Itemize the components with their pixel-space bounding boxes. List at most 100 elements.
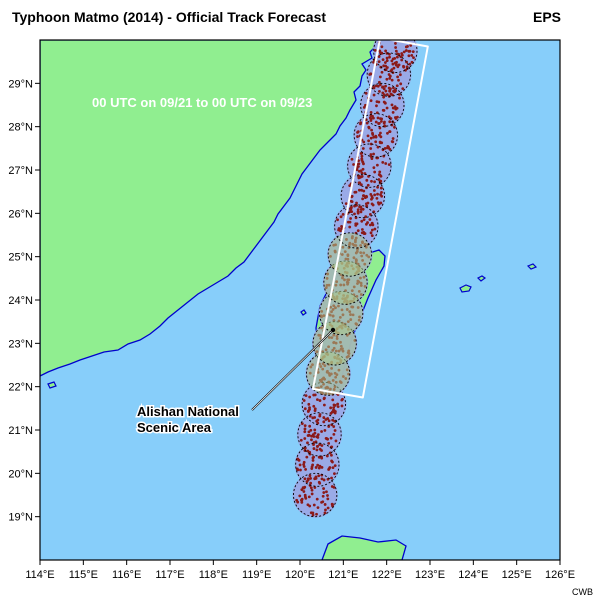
member-dot bbox=[373, 180, 376, 184]
member-dot bbox=[369, 155, 373, 158]
member-dot bbox=[404, 49, 408, 52]
member-dot bbox=[393, 56, 397, 60]
member-dot bbox=[361, 207, 365, 211]
member-dot bbox=[382, 95, 386, 99]
member-dot bbox=[373, 193, 377, 197]
member-dot bbox=[306, 477, 310, 481]
member-dot bbox=[333, 464, 337, 468]
member-dot bbox=[385, 59, 389, 63]
member-dot bbox=[369, 142, 373, 146]
member-dot bbox=[378, 170, 382, 174]
member-dot bbox=[329, 445, 333, 449]
member-dot bbox=[394, 49, 398, 53]
member-dot bbox=[382, 121, 386, 125]
member-dot bbox=[320, 500, 323, 504]
member-dot bbox=[380, 194, 384, 198]
member-dot bbox=[362, 140, 366, 144]
member-dot bbox=[370, 228, 374, 232]
member-dot bbox=[378, 126, 382, 130]
member-dot bbox=[404, 36, 407, 39]
member-dot bbox=[329, 436, 333, 440]
member-dot bbox=[372, 86, 376, 90]
member-dot bbox=[316, 433, 320, 437]
member-dot bbox=[379, 117, 382, 121]
member-dot bbox=[377, 55, 381, 59]
member-dot bbox=[388, 76, 392, 80]
member-dot bbox=[314, 466, 318, 469]
member-dot bbox=[320, 430, 323, 433]
member-dot bbox=[359, 210, 363, 214]
member-dot bbox=[312, 447, 316, 450]
member-dot bbox=[384, 68, 388, 72]
member-dot bbox=[369, 193, 373, 196]
member-dot bbox=[392, 89, 395, 93]
member-dot bbox=[304, 467, 307, 471]
member-dot bbox=[370, 234, 374, 237]
forecast-circle-10 bbox=[340, 173, 385, 219]
member-dot bbox=[313, 486, 317, 489]
map-title: Typhoon Matmo (2014) - Official Track Fo… bbox=[12, 9, 326, 25]
member-dot bbox=[357, 188, 361, 192]
member-dot bbox=[371, 114, 374, 118]
member-dot bbox=[313, 409, 317, 412]
member-dot bbox=[384, 84, 387, 88]
member-dot bbox=[329, 406, 333, 410]
member-dot bbox=[376, 201, 380, 205]
member-dot bbox=[384, 162, 388, 165]
member-dot bbox=[308, 414, 312, 418]
member-dot bbox=[375, 100, 379, 104]
member-dot bbox=[388, 55, 391, 59]
member-dot bbox=[323, 429, 327, 432]
member-dot bbox=[383, 61, 387, 64]
member-dot bbox=[369, 147, 373, 150]
member-dot bbox=[377, 178, 381, 181]
member-dot bbox=[312, 503, 316, 507]
member-dot bbox=[375, 111, 379, 115]
member-dot bbox=[295, 467, 299, 471]
member-dot bbox=[393, 125, 396, 129]
member-dot bbox=[377, 122, 381, 125]
member-dot bbox=[395, 106, 399, 110]
member-dot bbox=[333, 472, 336, 476]
lat-tick-label: 19°N bbox=[8, 512, 33, 524]
member-dot bbox=[323, 396, 326, 400]
member-dot bbox=[340, 227, 344, 231]
member-dot bbox=[306, 449, 310, 453]
member-dot bbox=[389, 92, 393, 96]
member-dot bbox=[379, 179, 383, 183]
member-dot bbox=[339, 215, 343, 219]
member-dot bbox=[321, 494, 325, 498]
member-dot bbox=[366, 221, 369, 224]
member-dot bbox=[298, 494, 302, 498]
member-dot bbox=[400, 58, 404, 62]
member-dot bbox=[322, 416, 326, 419]
member-dot bbox=[379, 186, 383, 190]
member-dot bbox=[334, 439, 338, 443]
member-dot bbox=[371, 223, 375, 227]
lon-tick-label: 119°E bbox=[242, 569, 271, 581]
member-dot bbox=[315, 497, 319, 501]
member-dot bbox=[366, 183, 370, 187]
member-dot bbox=[325, 490, 328, 494]
member-dot bbox=[310, 465, 314, 469]
member-dot bbox=[391, 36, 394, 39]
member-dot bbox=[372, 166, 376, 170]
member-dot bbox=[384, 89, 388, 93]
hainan-tip-islet bbox=[47, 381, 57, 389]
member-dot bbox=[374, 140, 378, 144]
lon-tick-label: 116°E bbox=[112, 569, 141, 581]
member-dot bbox=[327, 441, 331, 445]
member-dot bbox=[362, 194, 366, 197]
member-dot bbox=[323, 511, 327, 515]
member-dot bbox=[306, 434, 310, 437]
member-dot bbox=[360, 228, 364, 231]
member-dot bbox=[320, 465, 324, 469]
member-dot bbox=[398, 96, 401, 100]
member-dot bbox=[362, 218, 366, 222]
member-dot bbox=[357, 159, 360, 163]
lon-tick-label: 126°E bbox=[545, 569, 575, 581]
credit-label: CWB bbox=[572, 587, 593, 597]
member-dot bbox=[318, 399, 322, 402]
lon-tick-label: 121°E bbox=[328, 569, 358, 581]
member-dot bbox=[353, 212, 356, 216]
